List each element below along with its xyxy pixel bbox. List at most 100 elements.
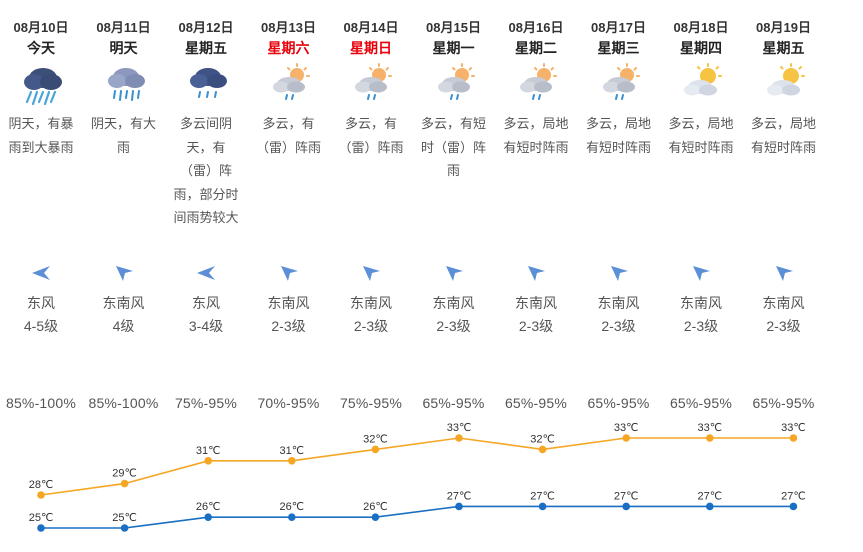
low-temp-label: 27℃ (530, 490, 555, 502)
forecast-weekday: 星期五 (762, 40, 805, 56)
wind-level: 2-3级 (353, 318, 389, 334)
low-temp-point (288, 513, 296, 521)
wind-level: 4级 (112, 318, 135, 334)
wind-direction: 东南风 (350, 295, 392, 311)
sun-cloud-rain-icon (516, 62, 560, 106)
forecast-weekday: 明天 (109, 40, 138, 56)
day-column: 08月18日 星期四 多云，局地有短时阵雨 东南风 2-3级 65%-95% (660, 0, 742, 552)
low-temp-point (538, 502, 547, 511)
humidity-range: 65%-95% (422, 395, 485, 411)
forecast-weekday: 星期六 (267, 40, 310, 56)
weather-description: 多云，局地有短时阵雨 (750, 116, 816, 155)
high-temp-point (789, 434, 798, 442)
wind-arrow-west-icon (195, 263, 217, 283)
day-column: 08月11日 明天 阴天，有大雨 东南风 4级 85%-100% (83, 0, 165, 552)
wind-level: 4-5级 (23, 318, 59, 334)
wind-direction: 东风 (192, 295, 220, 311)
weather-description: 多云，有（雷）阵雨 (338, 116, 404, 155)
high-temp-label: 31℃ (196, 445, 221, 457)
wind-level: 2-3级 (766, 318, 801, 334)
day-column: 08月12日 星期五 多云间阴天，有（雷）阵雨，部分时间雨势较大 东风 3-4级… (165, 0, 247, 552)
humidity-range: 70%-95% (257, 395, 320, 411)
low-temp-label: 25℃ (112, 512, 137, 524)
forecast-date: 08月17日 (591, 20, 646, 35)
wind-level: 3-4级 (188, 318, 224, 334)
low-temp-label: 27℃ (698, 490, 723, 502)
high-temp-label: 31℃ (280, 445, 305, 457)
forecast-weekday: 星期日 (350, 40, 392, 56)
sun-cloud-rain-icon (434, 62, 478, 106)
low-temp-point (622, 502, 630, 511)
low-temp-point (120, 524, 129, 532)
high-temp-point (455, 434, 463, 442)
wind-direction: 东南风 (680, 295, 722, 311)
weather-description: 多云，有（雷）阵雨 (255, 116, 321, 155)
weather-description: 多云间阴天，有（雷）阵雨，部分时间雨势较大 (173, 116, 239, 225)
sun-cloud-icon (764, 62, 808, 106)
forecast-date: 08月10日 (13, 20, 69, 35)
weather-description: 阴天，有暴雨到大暴雨 (8, 116, 74, 155)
wind-direction: 东南风 (762, 295, 805, 311)
low-temp-label: 26℃ (196, 501, 221, 513)
wind-arrow-west-icon (30, 263, 52, 283)
day-column: 08月17日 星期三 多云，局地有短时阵雨 东南风 2-3级 65%-95% (578, 0, 660, 552)
wind-arrow-northwest-icon (278, 263, 300, 283)
sun-cloud-rain-icon (599, 62, 643, 106)
high-temp-label: 33℃ (781, 422, 806, 434)
humidity-range: 85%-100% (5, 395, 77, 411)
low-temp-label: 26℃ (363, 501, 388, 513)
high-temp-point (37, 491, 45, 499)
low-temp-label: 27℃ (447, 490, 472, 502)
rain-cloud-icon (104, 62, 148, 106)
wind-level: 2-3级 (436, 318, 471, 334)
low-temp-label: 25℃ (29, 512, 54, 524)
forecast-date: 08月15日 (426, 20, 481, 35)
wind-level: 2-3级 (518, 318, 554, 334)
high-temp-point (622, 434, 630, 442)
forecast-weekday: 今天 (27, 40, 55, 56)
high-temp-point (706, 434, 714, 442)
wind-direction: 东南风 (515, 295, 557, 311)
forecast-date: 08月12日 (178, 20, 234, 35)
humidity-range: 65%-95% (504, 395, 568, 411)
wind-arrow-northwest-icon (360, 263, 382, 283)
day-column: 08月13日 星期六 多云，有（雷）阵雨 东南风 2-3级 70%-95% (248, 0, 330, 552)
light-rain-cloud-icon (186, 62, 230, 106)
high-temp-label: 28℃ (29, 479, 54, 491)
heavy-rain-cloud-icon (21, 62, 65, 106)
wind-arrow-northwest-icon (773, 263, 795, 283)
wind-arrow-northwest-icon (113, 263, 135, 283)
wind-arrow-northwest-icon (608, 263, 630, 283)
low-temp-point (455, 502, 463, 511)
wind-level: 2-3级 (683, 318, 719, 334)
low-temp-point (204, 513, 212, 521)
low-temp-label: 26℃ (280, 501, 305, 513)
low-temp-point (37, 524, 45, 532)
wind-level: 2-3级 (271, 318, 306, 334)
high-temp-point (204, 457, 212, 465)
high-temp-label: 33℃ (614, 422, 639, 434)
humidity-range: 75%-95% (174, 395, 238, 411)
forecast-weekday: 星期三 (597, 40, 640, 56)
high-temp-point (288, 457, 296, 465)
sun-cloud-rain-icon (351, 62, 395, 106)
high-temp-label: 33℃ (447, 422, 472, 434)
humidity-range: 65%-95% (752, 395, 815, 411)
low-temp-label: 27℃ (781, 490, 806, 502)
day-column: 08月14日 星期日 多云，有（雷）阵雨 东南风 2-3级 75%-95% (330, 0, 412, 552)
high-temp-label: 29℃ (112, 468, 137, 480)
forecast-date: 08月16日 (508, 20, 564, 35)
sun-cloud-icon (681, 62, 725, 106)
humidity-range: 85%-100% (88, 395, 159, 411)
low-temp-line (41, 505, 794, 529)
high-temp-point (120, 479, 129, 488)
forecast-weekday: 星期一 (432, 40, 475, 56)
wind-arrow-northwest-icon (525, 263, 547, 283)
wind-direction: 东南风 (432, 295, 475, 311)
low-temp-point (789, 502, 798, 511)
humidity-range: 65%-95% (669, 395, 733, 411)
forecast-date: 08月11日 (96, 20, 151, 35)
high-temp-label: 33℃ (698, 422, 723, 434)
forecast-weekday: 星期五 (185, 40, 227, 56)
